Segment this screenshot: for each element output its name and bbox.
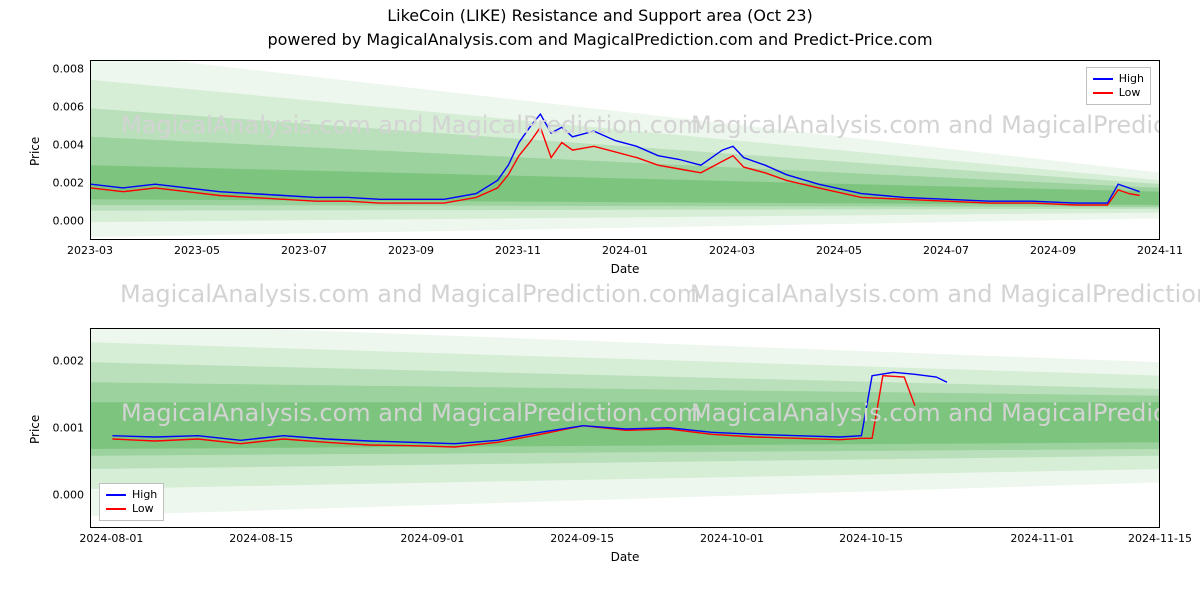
xtick-label: 2024-11-15 xyxy=(1128,532,1192,545)
legend-swatch xyxy=(106,494,126,496)
yticks-top: 0.000 0.002 0.004 0.006 0.008 xyxy=(0,60,84,240)
legend-swatch xyxy=(1093,92,1113,94)
xtick-label: 2023-07 xyxy=(281,244,327,257)
ytick-label: 0.002 xyxy=(4,355,84,368)
legend-label: High xyxy=(132,488,157,502)
xticks-bottom: 2024-08-012024-08-152024-09-012024-09-15… xyxy=(90,532,1160,548)
legend-label: Low xyxy=(132,502,154,516)
chart-panel-top: MagicalAnalysis.com and MagicalPredictio… xyxy=(90,60,1160,240)
legend-top: HighLow xyxy=(1086,67,1151,105)
watermark-text: MagicalAnalysis.com and MagicalPredictio… xyxy=(120,280,700,308)
legend-item: Low xyxy=(106,502,157,516)
legend-item: High xyxy=(1093,72,1144,86)
xtick-label: 2024-09-01 xyxy=(400,532,464,545)
watermark-text: MagicalAnalysis.com and MagicalPredictio… xyxy=(690,280,1200,308)
xtick-label: 2024-01 xyxy=(602,244,648,257)
yticks-bottom: 0.000 0.001 0.002 xyxy=(0,328,84,528)
legend-bottom: HighLow xyxy=(99,483,164,521)
ytick-label: 0.008 xyxy=(4,63,84,76)
chart-title: LikeCoin (LIKE) Resistance and Support a… xyxy=(0,6,1200,25)
xtick-label: 2024-07 xyxy=(923,244,969,257)
ytick-label: 0.002 xyxy=(4,177,84,190)
xtick-label: 2024-05 xyxy=(816,244,862,257)
xlabel-top: Date xyxy=(90,262,1160,276)
figure: LikeCoin (LIKE) Resistance and Support a… xyxy=(0,0,1200,600)
plot-bottom xyxy=(91,329,1160,528)
xtick-label: 2023-05 xyxy=(174,244,220,257)
xtick-label: 2024-11-01 xyxy=(1010,532,1074,545)
xtick-label: 2023-09 xyxy=(388,244,434,257)
xtick-label: 2024-09-15 xyxy=(550,532,614,545)
xtick-label: 2024-10-01 xyxy=(700,532,764,545)
xtick-label: 2024-11 xyxy=(1137,244,1183,257)
xtick-label: 2023-11 xyxy=(495,244,541,257)
legend-label: High xyxy=(1119,72,1144,86)
chart-subtitle: powered by MagicalAnalysis.com and Magic… xyxy=(0,30,1200,49)
ytick-label: 0.000 xyxy=(4,215,84,228)
xtick-label: 2024-08-01 xyxy=(79,532,143,545)
legend-swatch xyxy=(106,508,126,510)
xtick-label: 2024-03 xyxy=(709,244,755,257)
xlabel-bottom: Date xyxy=(90,550,1160,564)
legend-swatch xyxy=(1093,78,1113,80)
plot-top xyxy=(91,61,1160,240)
legend-item: High xyxy=(106,488,157,502)
ytick-label: 0.006 xyxy=(4,101,84,114)
ytick-label: 0.000 xyxy=(4,488,84,501)
xtick-label: 2024-08-15 xyxy=(229,532,293,545)
ytick-label: 0.004 xyxy=(4,139,84,152)
xtick-label: 2024-10-15 xyxy=(839,532,903,545)
chart-panel-bottom: MagicalAnalysis.com and MagicalPredictio… xyxy=(90,328,1160,528)
legend-label: Low xyxy=(1119,86,1141,100)
xtick-label: 2023-03 xyxy=(67,244,113,257)
legend-item: Low xyxy=(1093,86,1144,100)
xtick-label: 2024-09 xyxy=(1030,244,1076,257)
ytick-label: 0.001 xyxy=(4,422,84,435)
xticks-top: 2023-032023-052023-072023-092023-112024-… xyxy=(90,244,1160,260)
